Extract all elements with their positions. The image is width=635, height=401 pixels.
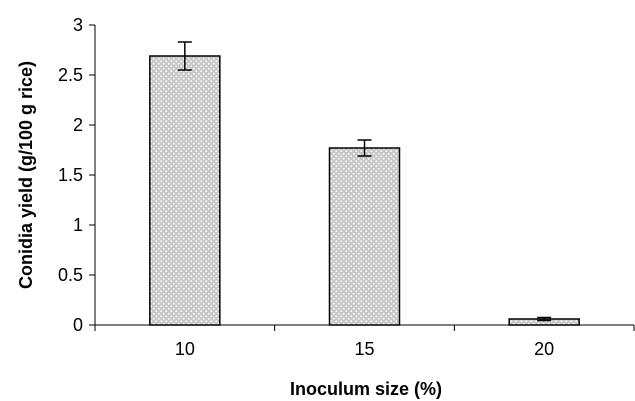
bar <box>149 55 221 326</box>
bars <box>149 55 580 326</box>
y-axis: 0 0.5 1 1.5 2 2.5 3 <box>58 15 96 335</box>
y-tick-label: 2.5 <box>58 65 83 85</box>
x-axis-title: Inoculum size (%) <box>290 379 442 399</box>
y-tick-label: 0 <box>73 315 83 335</box>
x-tick-label: 10 <box>175 339 195 359</box>
x-tick-label: 20 <box>534 339 554 359</box>
y-axis-title: Conidia yield (g/100 g rice) <box>16 61 36 289</box>
y-tick-label: 1 <box>73 215 83 235</box>
y-tick-label: 2 <box>73 115 83 135</box>
bar <box>328 147 401 326</box>
x-axis: 10 15 20 <box>94 324 635 359</box>
y-tick-label: 3 <box>73 15 83 35</box>
y-tick-label: 1.5 <box>58 165 83 185</box>
y-tick-label: 0.5 <box>58 265 83 285</box>
error-bars <box>177 41 552 322</box>
x-tick-label: 15 <box>354 339 374 359</box>
